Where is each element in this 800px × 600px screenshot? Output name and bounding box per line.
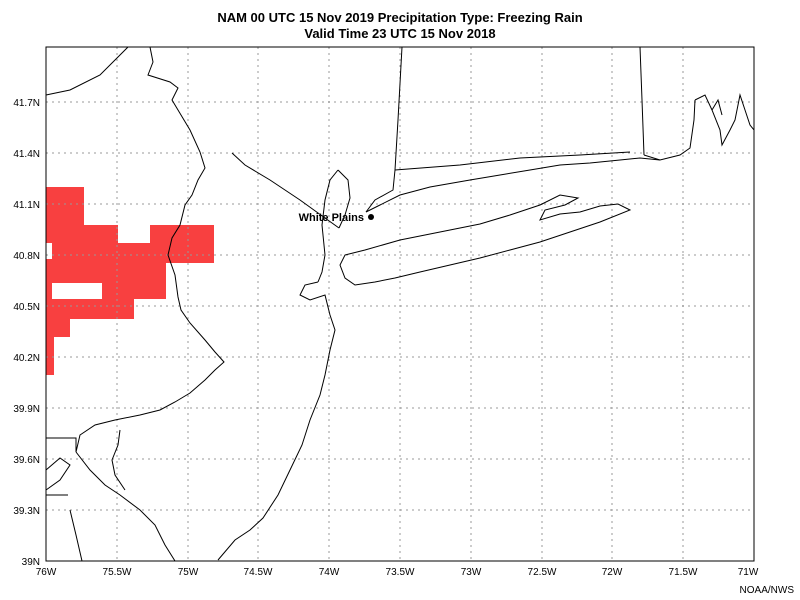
state-borders-coastlines (45, 46, 755, 562)
map-title: NAM 00 UTC 15 Nov 2019 Precipitation Typ… (217, 10, 583, 25)
lon-label: 71.5W (669, 567, 698, 578)
lon-label: 72W (602, 567, 623, 578)
lon-label: 72.5W (528, 567, 557, 578)
lon-label: 71W (738, 567, 759, 578)
lon-label: 73W (461, 567, 482, 578)
freezing-rain-area (46, 187, 214, 375)
lat-label: 41.1N (13, 200, 40, 211)
lon-label: 73.5W (386, 567, 415, 578)
lon-label: 75W (178, 567, 199, 578)
lat-label: 39.6N (13, 455, 40, 466)
map-subtitle: Valid Time 23 UTC 15 Nov 2018 (304, 26, 496, 41)
credit-text: NOAA/NWS (739, 585, 794, 596)
lat-label: 39.9N (13, 404, 40, 415)
lat-lon-grid (46, 47, 754, 561)
lon-label: 74.5W (244, 567, 273, 578)
lon-label: 75.5W (103, 567, 132, 578)
lat-label: 40.2N (13, 353, 40, 364)
lat-label: 40.5N (13, 302, 40, 313)
lat-label: 41.4N (13, 149, 40, 160)
lat-label: 39.3N (13, 506, 40, 517)
lat-label: 41.7N (13, 98, 40, 109)
lat-label: 39N (22, 557, 40, 568)
lon-label: 74W (319, 567, 340, 578)
lat-label: 40.8N (13, 251, 40, 262)
white-plains-marker (368, 214, 374, 220)
white-plains-label: White Plains (299, 212, 364, 224)
lon-label: 76W (36, 567, 57, 578)
